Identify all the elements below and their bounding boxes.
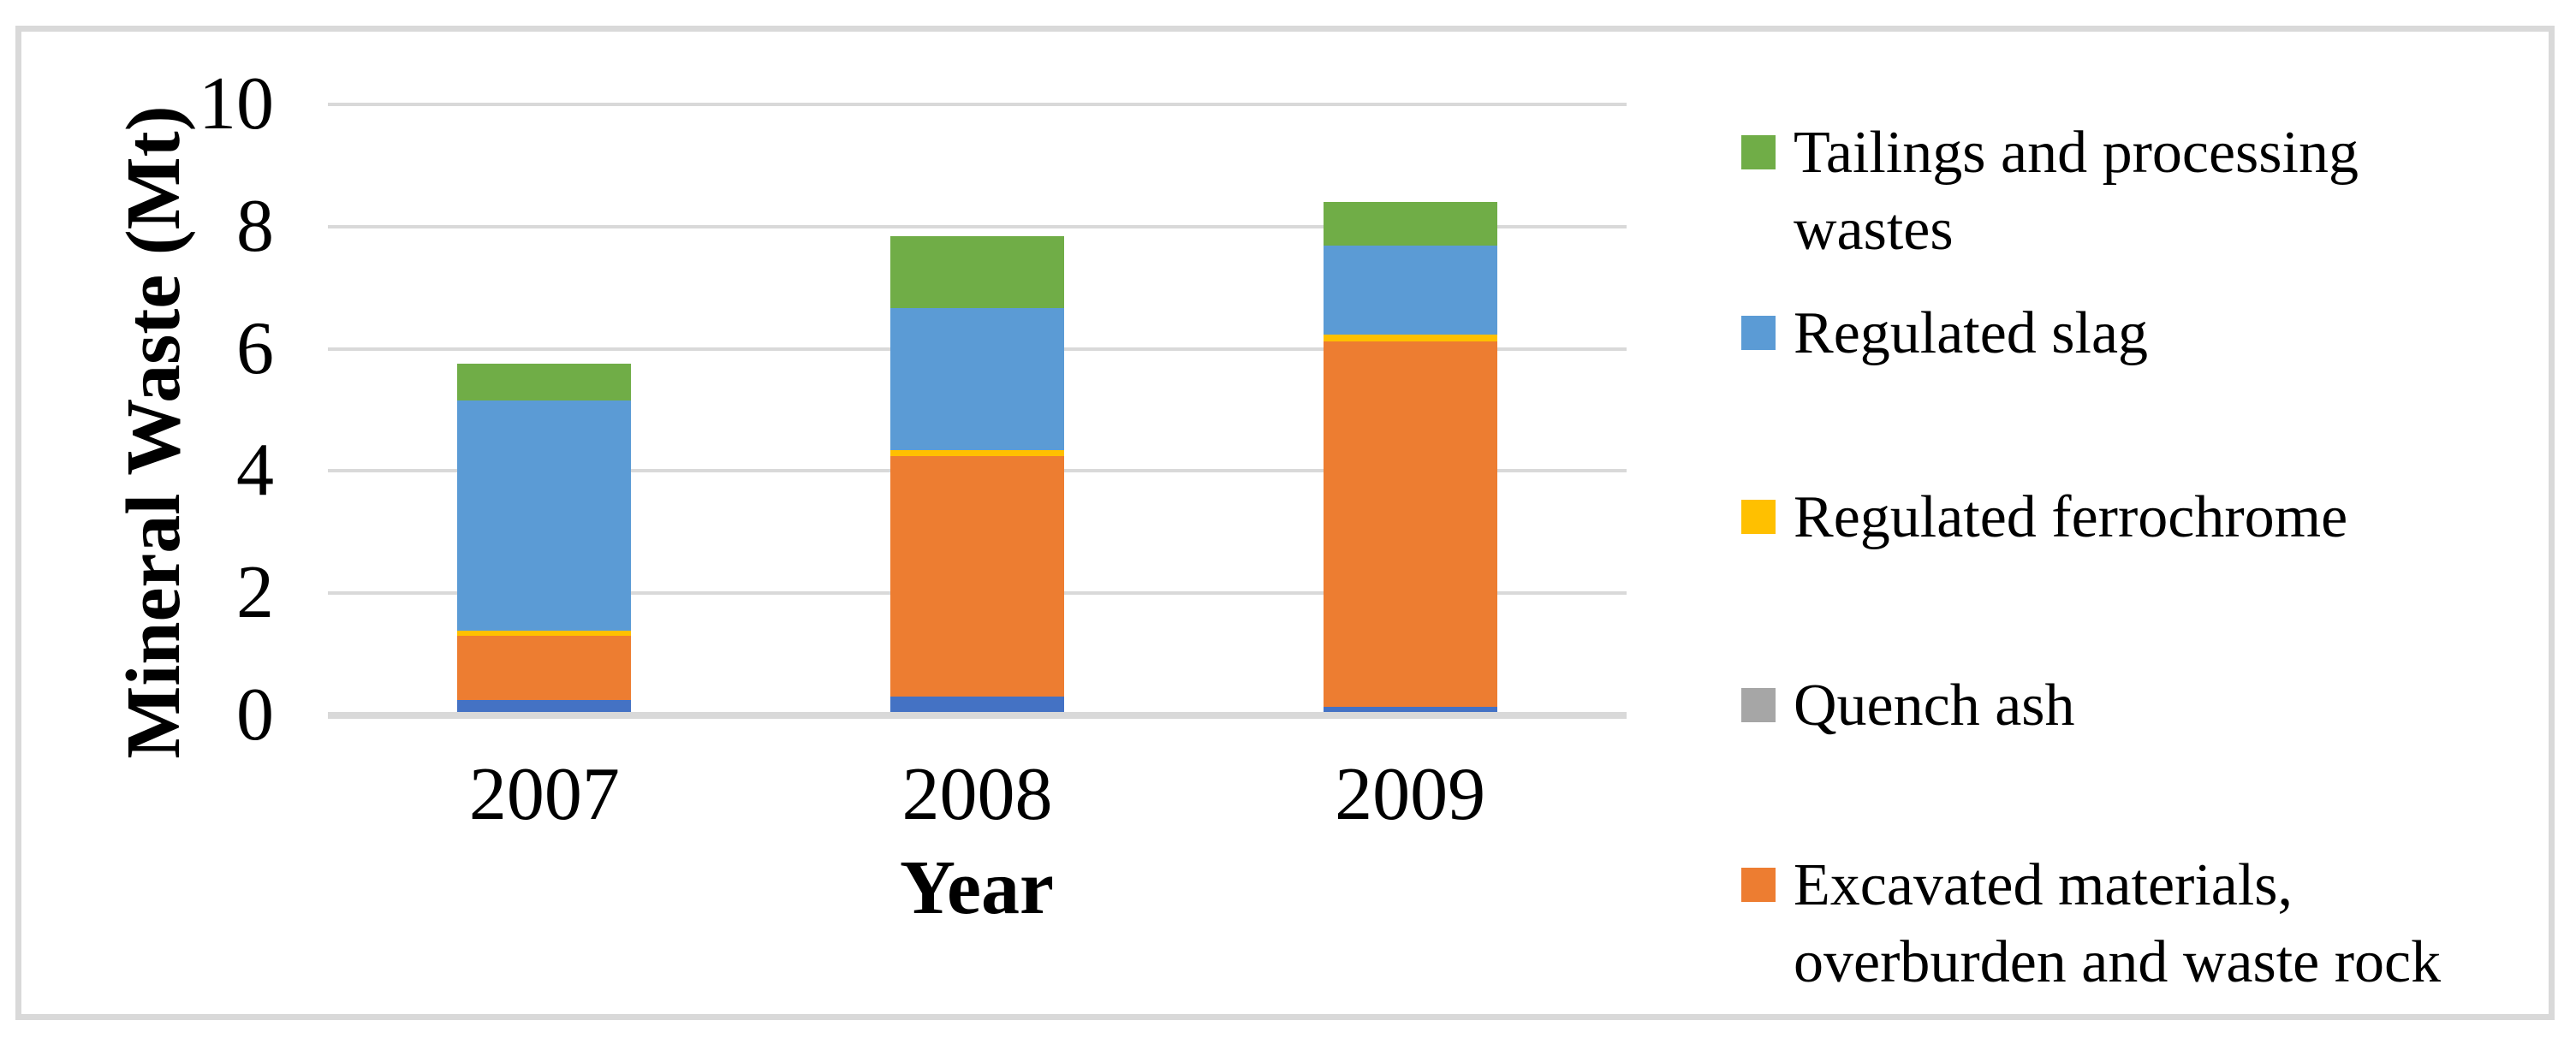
bar-segment-tailings-and-processing-wastes — [457, 364, 632, 400]
bar-segment-regulated-ferrochrome — [1323, 335, 1497, 341]
bar-segment-regulated-slag — [890, 308, 1064, 450]
legend-label: Excavated materials, overburden and wast… — [1794, 852, 2442, 995]
bar-segment-tailings-and-processing-wastes — [1323, 202, 1497, 246]
gridline-10 — [328, 103, 1627, 106]
y-axis-tick-label: 8 — [236, 184, 274, 268]
bar-segment-excavated-materials-overburden-and-waste-rock — [1323, 341, 1497, 707]
legend-swatch-excavated-materials-overburden-and-waste-rock — [1741, 868, 1776, 902]
y-axis-tick-label: 2 — [236, 551, 274, 635]
x-axis-tick-label: 2008 — [901, 753, 1053, 836]
bar-segment-regulated-slag — [1323, 246, 1497, 335]
bar-segment-unlabeled — [457, 700, 632, 712]
legend-label: Regulated ferrochrome — [1794, 484, 2348, 550]
y-axis-tick-label: 6 — [236, 306, 274, 390]
bar-segment-excavated-materials-overburden-and-waste-rock — [457, 636, 632, 700]
bar-segment-unlabeled — [1323, 707, 1497, 712]
gridline-8 — [328, 224, 1627, 228]
bar-segment-regulated-slag — [457, 400, 632, 631]
legend-swatch-quench-ash — [1741, 688, 1776, 722]
y-axis-tick-label: 4 — [236, 429, 274, 513]
x-axis-tick-label: 2007 — [468, 753, 620, 836]
bar-segment-regulated-ferrochrome — [457, 631, 632, 636]
bar-segment-unlabeled — [890, 697, 1064, 712]
legend-item-excavated-materials-overburden-and-waste-rock: Excavated materials, overburden and wast… — [1741, 847, 2530, 1001]
bar-segment-excavated-materials-overburden-and-waste-rock — [890, 456, 1064, 697]
x-axis-title: Year — [900, 845, 1054, 930]
y-axis-tick-label: 0 — [236, 673, 274, 756]
x-axis-tick-label: 2009 — [1335, 753, 1486, 836]
chart-border-frame — [15, 26, 2555, 1020]
legend-label: Quench ash — [1794, 673, 2075, 738]
legend-item-regulated-ferrochrome: Regulated ferrochrome — [1741, 479, 2530, 556]
bar-segment-regulated-ferrochrome — [890, 450, 1064, 456]
legend-swatch-tailings-and-processing-wastes — [1741, 135, 1776, 169]
legend-label: Tailings and processing wastes — [1794, 120, 2359, 263]
legend-item-tailings-and-processing-wastes: Tailings and processing wastes — [1741, 115, 2530, 269]
legend-item-regulated-slag: Regulated slag — [1741, 295, 2530, 372]
legend-label: Regulated slag — [1794, 300, 2149, 366]
legend-swatch-regulated-slag — [1741, 316, 1776, 350]
legend-swatch-regulated-ferrochrome — [1741, 500, 1776, 534]
y-axis-tick-label: 10 — [199, 62, 274, 145]
bar-segment-tailings-and-processing-wastes — [890, 236, 1064, 308]
x-axis-line — [328, 712, 1627, 719]
legend-item-quench-ash: Quench ash — [1741, 667, 2530, 744]
